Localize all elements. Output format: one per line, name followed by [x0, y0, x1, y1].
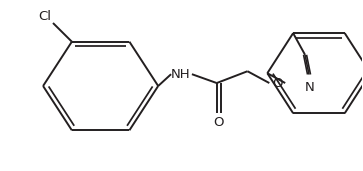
Text: NH: NH	[171, 68, 191, 81]
Text: N: N	[305, 81, 315, 94]
Text: Cl: Cl	[38, 10, 52, 23]
Text: O: O	[272, 77, 282, 90]
Text: O: O	[213, 116, 224, 129]
